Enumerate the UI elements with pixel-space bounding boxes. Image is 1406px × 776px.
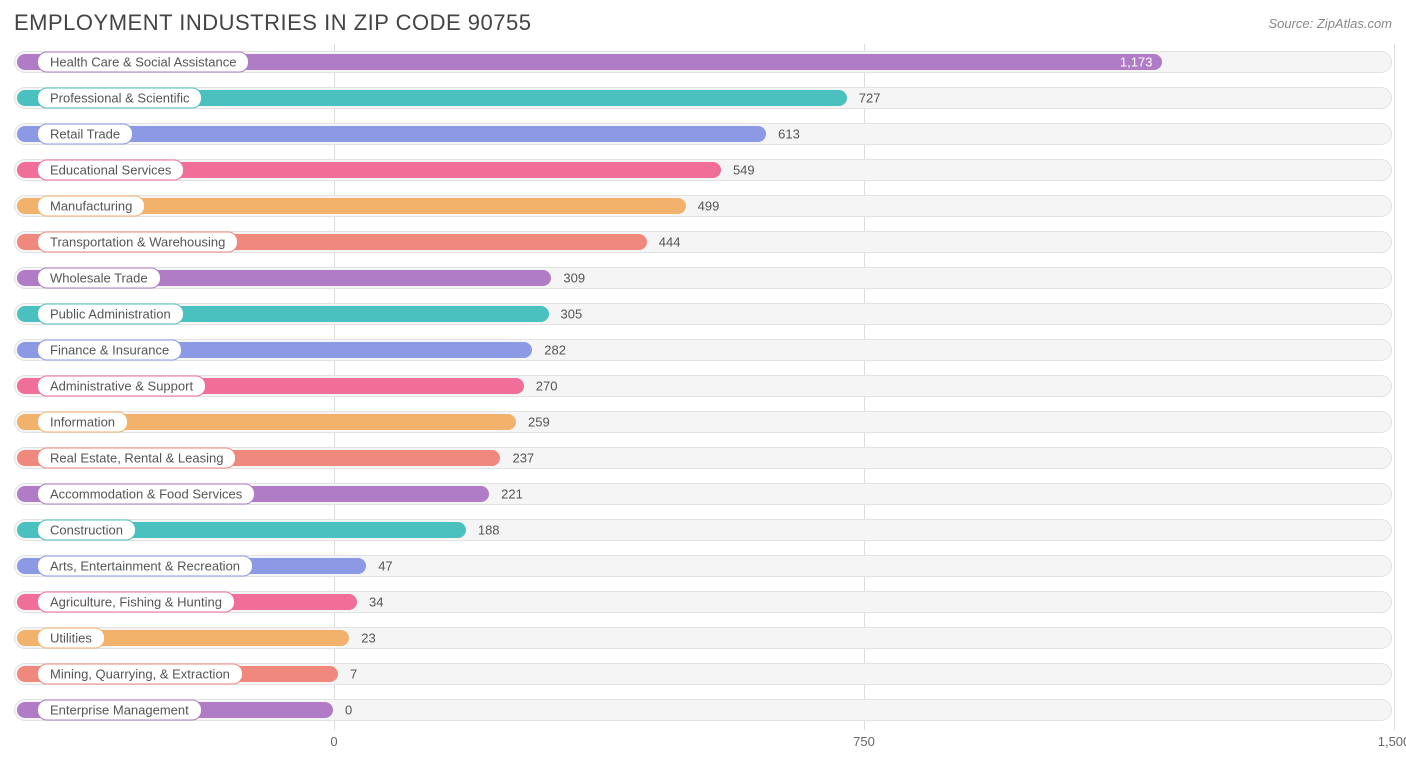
value-label: 549: [733, 163, 755, 178]
bar-row: Agriculture, Fishing & Hunting 34: [14, 584, 1392, 620]
bar-row: Real Estate, Rental & Leasing 237: [14, 440, 1392, 476]
bar-row: Administrative & Support 270: [14, 368, 1392, 404]
category-label: Finance & Insurance: [37, 340, 182, 361]
value-label: 188: [478, 523, 500, 538]
bar-row: Transportation & Warehousing 444: [14, 224, 1392, 260]
bar-row: Retail Trade 613: [14, 116, 1392, 152]
bar-track: Finance & Insurance 282: [14, 339, 1392, 361]
category-label: Arts, Entertainment & Recreation: [37, 556, 253, 577]
x-axis-tick: 750: [853, 734, 875, 749]
bar-track: Public Administration 305: [14, 303, 1392, 325]
bar-track: Administrative & Support 270: [14, 375, 1392, 397]
category-label: Educational Services: [37, 160, 184, 181]
bar-row: Accommodation & Food Services 221: [14, 476, 1392, 512]
bar-track: Educational Services 549: [14, 159, 1392, 181]
chart-header: EMPLOYMENT INDUSTRIES IN ZIP CODE 90755 …: [14, 10, 1392, 36]
category-label: Mining, Quarrying, & Extraction: [37, 664, 243, 685]
bar-track: Transportation & Warehousing 444: [14, 231, 1392, 253]
category-label: Health Care & Social Assistance: [37, 52, 249, 73]
bar-track: Health Care & Social Assistance 1,173: [14, 51, 1392, 73]
category-label: Enterprise Management: [37, 700, 202, 721]
bar-track: Agriculture, Fishing & Hunting 34: [14, 591, 1392, 613]
x-axis: 07501,500: [14, 730, 1392, 754]
bar-track: Professional & Scientific 727: [14, 87, 1392, 109]
category-label: Public Administration: [37, 304, 184, 325]
value-label: 499: [698, 199, 720, 214]
x-axis-tick: 1,500: [1378, 734, 1406, 749]
bar-row: Mining, Quarrying, & Extraction 7: [14, 656, 1392, 692]
category-label: Utilities: [37, 628, 105, 649]
bar-row: Information 259: [14, 404, 1392, 440]
value-label: 309: [563, 271, 585, 286]
bar-track: Manufacturing 499: [14, 195, 1392, 217]
category-label: Retail Trade: [37, 124, 133, 145]
bar-track: Wholesale Trade 309: [14, 267, 1392, 289]
value-label: 221: [501, 487, 523, 502]
value-label: 47: [378, 559, 392, 574]
bar-track: Accommodation & Food Services 221: [14, 483, 1392, 505]
bar-row: Enterprise Management 0: [14, 692, 1392, 728]
x-axis-tick: 0: [330, 734, 337, 749]
category-label: Real Estate, Rental & Leasing: [37, 448, 236, 469]
category-label: Administrative & Support: [37, 376, 206, 397]
bar-track: Enterprise Management 0: [14, 699, 1392, 721]
category-label: Wholesale Trade: [37, 268, 161, 289]
bar-row: Educational Services 549: [14, 152, 1392, 188]
value-label: 259: [528, 415, 550, 430]
value-label: 7: [350, 667, 357, 682]
category-label: Information: [37, 412, 128, 433]
value-label: 270: [536, 379, 558, 394]
category-label: Manufacturing: [37, 196, 145, 217]
bar-track: Retail Trade 613: [14, 123, 1392, 145]
value-label: 305: [561, 307, 583, 322]
bar-row: Utilities 23: [14, 620, 1392, 656]
value-label: 444: [659, 235, 681, 250]
category-label: Professional & Scientific: [37, 88, 202, 109]
bar-row: Professional & Scientific 727: [14, 80, 1392, 116]
chart-title: EMPLOYMENT INDUSTRIES IN ZIP CODE 90755: [14, 10, 532, 36]
bar-track: Real Estate, Rental & Leasing 237: [14, 447, 1392, 469]
bar-row: Construction 188: [14, 512, 1392, 548]
bar-row: Arts, Entertainment & Recreation 47: [14, 548, 1392, 584]
bar-track: Mining, Quarrying, & Extraction 7: [14, 663, 1392, 685]
bar-row: Manufacturing 499: [14, 188, 1392, 224]
value-label: 0: [345, 703, 352, 718]
bar-track: Construction 188: [14, 519, 1392, 541]
category-label: Transportation & Warehousing: [37, 232, 238, 253]
value-label: 23: [361, 631, 375, 646]
value-label: 282: [544, 343, 566, 358]
bars-container: Health Care & Social Assistance 1,173 Prof…: [14, 44, 1392, 728]
bar-track: Arts, Entertainment & Recreation 47: [14, 555, 1392, 577]
value-label: 727: [859, 91, 881, 106]
bar-row: Public Administration 305: [14, 296, 1392, 332]
value-label: 1,173: [1120, 55, 1153, 70]
value-label: 34: [369, 595, 383, 610]
grid-line: [1394, 44, 1395, 730]
chart-source: Source: ZipAtlas.com: [1268, 16, 1392, 31]
category-label: Accommodation & Food Services: [37, 484, 255, 505]
value-label: 237: [512, 451, 534, 466]
bar-row: Finance & Insurance 282: [14, 332, 1392, 368]
chart-area: Health Care & Social Assistance 1,173 Prof…: [14, 44, 1392, 754]
bar-row: Wholesale Trade 309: [14, 260, 1392, 296]
bar-row: Health Care & Social Assistance 1,173: [14, 44, 1392, 80]
category-label: Construction: [37, 520, 136, 541]
category-label: Agriculture, Fishing & Hunting: [37, 592, 235, 613]
bar-track: Utilities 23: [14, 627, 1392, 649]
bar-track: Information 259: [14, 411, 1392, 433]
value-label: 613: [778, 127, 800, 142]
